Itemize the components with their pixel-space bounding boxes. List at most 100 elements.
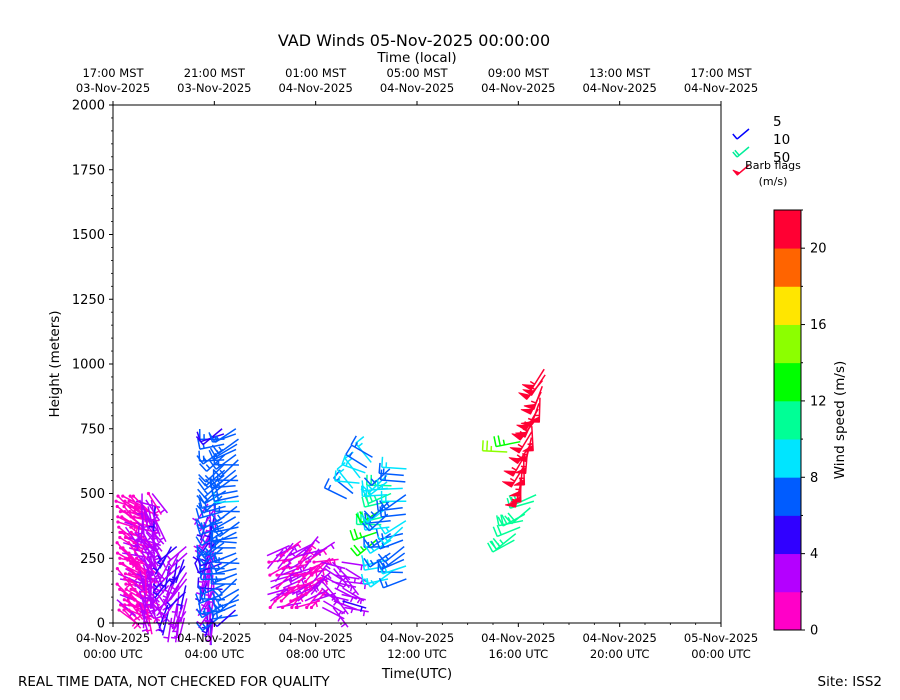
x-tick-time: 12:00 UTC [387,647,447,661]
barb-line [379,469,383,481]
barb-half-line [357,442,363,448]
barb-half-line [509,477,516,482]
barb-base-dot [135,567,139,571]
wind-barb [345,445,368,469]
wind-barb [154,519,167,543]
footer-site: Site: ISS2 [818,674,882,690]
wind-barb [305,547,328,564]
barb-staff [336,468,354,489]
barb-line [377,553,386,563]
barb-base-dot [115,551,120,555]
barb-base-dot [127,572,131,576]
wind-barb [522,426,534,452]
barb-half-line [168,578,174,584]
barb-base-dot [309,605,314,610]
barb-flag [518,392,531,400]
top-tick-time: 17:00 MST [82,66,144,80]
wind-barb [138,603,147,629]
barb-half-line [348,451,353,458]
barb-line [208,433,216,443]
wind-barb [378,577,407,589]
wind-barb [205,620,214,646]
barb-staff [280,540,302,557]
barb-base-dot [294,605,298,610]
y-tick-label: 500 [80,487,105,502]
barb-half-line [204,474,210,480]
barb-base-dot [118,556,122,560]
barb-half-line [369,559,375,565]
barb-half-line [381,504,384,511]
barb-half-line [205,639,211,642]
barb-base-dot [290,605,294,610]
barb-half-line [215,489,219,495]
colorbar-tick-label: 16 [810,318,827,333]
barb-staff [511,507,531,525]
barb-line [195,621,204,631]
barb-half-line [160,611,167,617]
barb-half-line [529,380,536,385]
barb-staff [492,539,515,553]
barb-half-line [203,587,207,593]
wind-barb [210,537,236,549]
wind-barb [377,546,405,563]
barb-half-line [370,540,375,546]
barb-line [381,456,384,468]
y-tick-label: 1500 [72,228,105,243]
wind-barb [297,541,317,564]
barb-staff [203,542,225,559]
barb-base-dot [121,561,125,566]
barb-half-line [383,536,389,542]
barb-base-dot [129,530,133,534]
barb-staff [270,574,295,583]
barb-staff [306,588,324,608]
barb-flag [514,467,527,475]
barb-base-dot [132,515,136,519]
barb-line [353,528,359,540]
barb-half-line [174,635,180,639]
barb-half-line [215,536,219,542]
barb-line [196,504,205,514]
wind-barb [336,461,354,489]
barb-line [198,477,207,487]
barb-half-line [366,485,369,491]
barb-half-line [202,456,208,462]
barb-half-line [162,595,169,599]
barb-base-dot [127,499,131,503]
barb-half-line [370,579,375,585]
barb-half-line [141,628,148,632]
wind-barb [138,512,145,538]
barb-line [195,507,200,519]
wind-barb [211,588,240,603]
barb-line [497,516,504,527]
barb-half-line [152,591,158,596]
wind-barb [379,494,407,510]
barb-half-line [339,468,345,474]
barb-flag [503,470,517,477]
wind-barb [323,478,348,500]
barb-half-line [203,607,206,614]
barb-staff [151,532,156,558]
wind-barb [333,568,350,589]
barb-base-dot [123,499,127,503]
barb-line [323,478,330,489]
wind-barb [334,470,360,484]
barb-base-dot [287,586,291,590]
wind-barb [210,557,238,572]
wind-barb [132,525,140,551]
barb-line [197,488,206,498]
barb-line [210,512,219,522]
x-tick-time: 00:00 UTC [83,647,143,661]
wind-barb [363,533,392,549]
barb-staff [150,499,157,525]
barb-half-line [214,522,219,528]
barb-base-dot [118,535,122,540]
barb-staff [513,494,537,506]
barb-staff [158,604,169,629]
top-tick-date: 04-Nov-2025 [380,81,454,95]
barb-staff [208,516,215,542]
barb-staff [151,609,163,633]
barb-half-line [203,489,209,495]
wind-barb [379,469,406,483]
barb-base-dot [117,525,121,529]
barb-base-dot [116,520,120,524]
